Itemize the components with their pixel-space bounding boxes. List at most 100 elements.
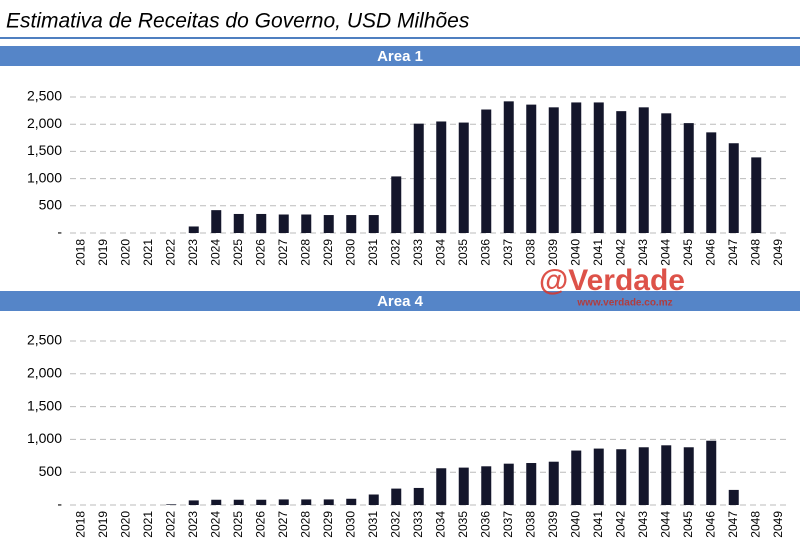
- panel-title: Area 1: [377, 48, 423, 65]
- x-tick-label: 2039: [546, 239, 560, 266]
- x-tick-label: 2033: [411, 239, 425, 266]
- x-tick-label: 2018: [73, 239, 87, 266]
- x-tick-label: 2021: [141, 511, 155, 538]
- panel-title: Area 4: [377, 293, 424, 310]
- x-tick-label: 2046: [703, 511, 717, 538]
- x-tick-label: 2047: [726, 511, 740, 538]
- x-tick-label: 2048: [748, 239, 762, 266]
- x-tick-label: 2033: [411, 511, 425, 538]
- x-tick-label: 2023: [186, 511, 200, 538]
- bar: [616, 111, 627, 233]
- bar: [728, 489, 739, 505]
- x-tick-label: 2044: [658, 239, 672, 266]
- bar: [481, 109, 492, 233]
- x-tick-label: 2034: [433, 239, 447, 266]
- x-tick-label: 2030: [343, 511, 357, 538]
- bar: [166, 504, 177, 505]
- x-tick-label: 2028: [298, 239, 312, 266]
- x-tick-label: 2041: [591, 239, 605, 266]
- bar: [188, 226, 199, 233]
- bar: [458, 122, 469, 233]
- bar: [593, 448, 604, 505]
- x-tick-label: 2026: [253, 511, 267, 538]
- x-tick-label: 2037: [501, 239, 515, 266]
- x-tick-label: 2040: [568, 511, 582, 538]
- bar: [706, 440, 717, 505]
- bar: [616, 449, 627, 505]
- bar: [728, 143, 739, 233]
- bar: [526, 463, 537, 505]
- bar: [391, 488, 402, 505]
- bar: [323, 215, 334, 233]
- bar: [481, 466, 492, 505]
- bar: [661, 113, 672, 233]
- bar: [503, 101, 514, 234]
- bar: [233, 213, 244, 233]
- x-tick-label: 2046: [703, 239, 717, 266]
- x-tick-label: 2025: [231, 239, 245, 266]
- x-tick-label: 2036: [478, 239, 492, 266]
- x-tick-label: 2021: [141, 239, 155, 266]
- bar: [413, 487, 424, 505]
- x-tick-label: 2045: [681, 239, 695, 266]
- bar: [571, 450, 582, 505]
- bar: [256, 213, 267, 233]
- x-tick-label: 2049: [771, 511, 785, 538]
- x-tick-label: 2025: [231, 511, 245, 538]
- panel-header: [0, 291, 800, 311]
- x-tick-label: 2040: [568, 239, 582, 266]
- bar: [503, 463, 514, 505]
- x-tick-label: 2036: [478, 511, 492, 538]
- y-tick-label: -: [57, 496, 62, 512]
- y-tick-label: 1,500: [27, 397, 62, 413]
- x-tick-label: 2049: [771, 239, 785, 266]
- x-tick-label: 2031: [366, 511, 380, 538]
- bar: [346, 498, 357, 505]
- x-tick-label: 2024: [208, 239, 222, 266]
- x-tick-label: 2035: [456, 511, 470, 538]
- x-tick-label: 2030: [343, 239, 357, 266]
- x-tick-label: 2029: [321, 239, 335, 266]
- bar: [301, 214, 312, 233]
- x-tick-label: 2038: [523, 239, 537, 266]
- bar: [346, 215, 357, 233]
- x-tick-label: 2045: [681, 511, 695, 538]
- bar: [211, 210, 222, 233]
- bar: [706, 132, 717, 233]
- x-tick-label: 2019: [96, 511, 110, 538]
- bar: [256, 499, 267, 505]
- panel-header: [0, 46, 800, 66]
- x-tick-label: 2024: [208, 511, 222, 538]
- x-tick-label: 2037: [501, 511, 515, 538]
- x-tick-label: 2031: [366, 239, 380, 266]
- bar: [526, 104, 537, 233]
- page-title: Estimativa de Receitas do Governo, USD M…: [6, 10, 470, 33]
- bar: [683, 447, 694, 505]
- bar: [436, 121, 447, 233]
- x-tick-label: 2020: [118, 239, 132, 266]
- x-tick-label: 2041: [591, 511, 605, 538]
- bar: [278, 214, 289, 233]
- bar: [458, 467, 469, 505]
- x-tick-label: 2047: [726, 239, 740, 266]
- y-tick-label: 2,500: [27, 332, 62, 348]
- bar: [571, 102, 582, 233]
- bar: [188, 500, 199, 505]
- bar: [638, 107, 649, 233]
- watermark-brand: @Verdade: [539, 264, 685, 297]
- y-tick-label: 500: [39, 197, 63, 213]
- bar: [368, 494, 379, 505]
- x-tick-label: 2032: [388, 511, 402, 538]
- x-tick-label: 2043: [636, 511, 650, 538]
- x-tick-label: 2042: [613, 239, 627, 266]
- bar: [638, 447, 649, 505]
- bar: [391, 176, 402, 233]
- bar: [661, 445, 672, 505]
- x-tick-label: 2019: [96, 239, 110, 266]
- x-tick-label: 2039: [546, 511, 560, 538]
- y-tick-label: 2,500: [27, 88, 62, 104]
- x-tick-label: 2026: [253, 239, 267, 266]
- x-tick-label: 2029: [321, 511, 335, 538]
- x-tick-label: 2023: [186, 239, 200, 266]
